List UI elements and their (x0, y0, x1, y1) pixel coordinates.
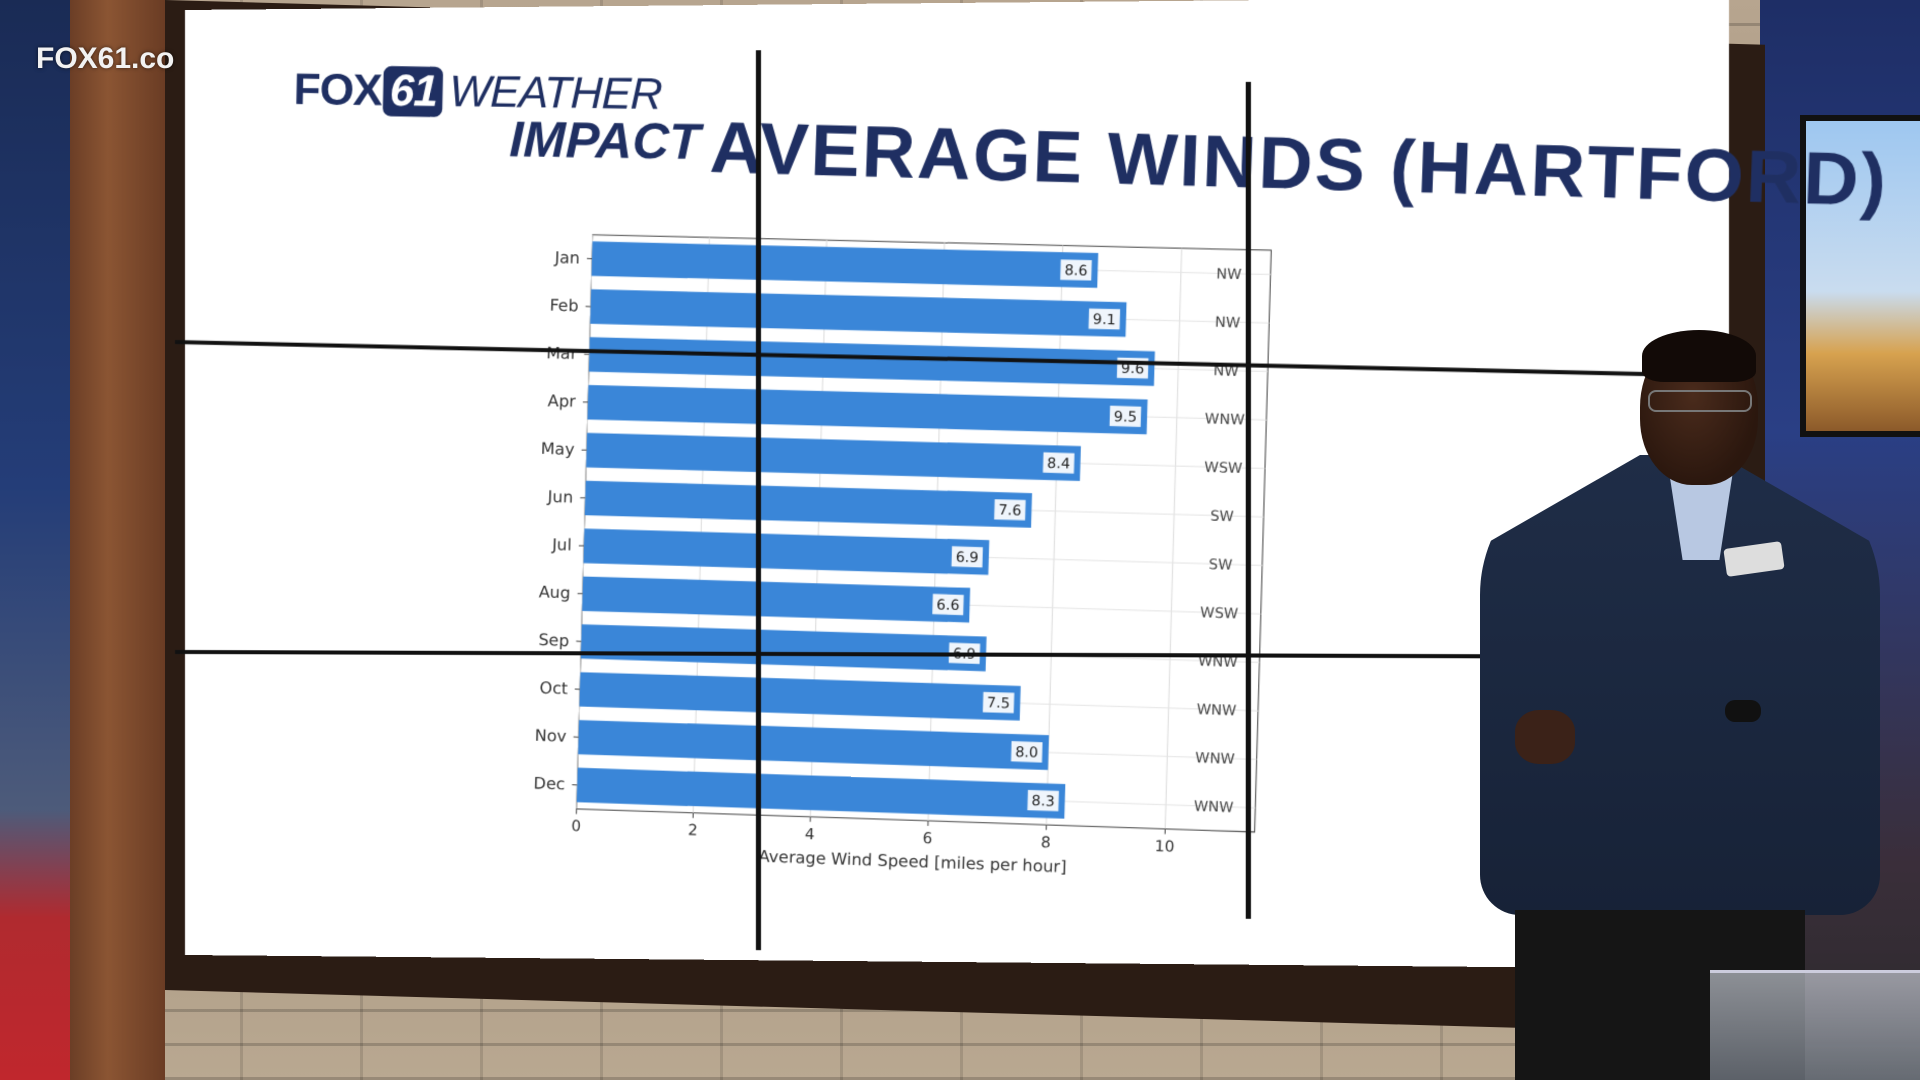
hand (1515, 710, 1575, 764)
data-label: 9.1 (1093, 312, 1116, 329)
data-label: 7.5 (987, 695, 1010, 712)
logo-fox-text: FOX (293, 65, 382, 116)
left-video-panel (0, 0, 70, 1080)
wind-direction-label: WNW (1195, 750, 1235, 768)
wind-chart: 8.6 NW Jan 9.1 NW Feb 9.6 NW Mar 9.5 WNW Apr 8.4 WSW M… (514, 223, 1355, 896)
y-tick-label: Nov (534, 726, 566, 746)
logo-impact-text: IMPACT (509, 110, 701, 171)
video-wall-seam (756, 50, 761, 950)
data-label: 9.5 (1114, 409, 1138, 426)
wind-direction-label: SW (1209, 557, 1233, 574)
y-tick-label: Sep (538, 630, 569, 650)
fox61-weather-impact-logo: FOX 61 WEATHER IMPACT (292, 65, 702, 171)
y-tick-label: Jan (554, 248, 581, 268)
left-wood-trim (70, 0, 165, 1080)
y-tick-label: Mar (546, 343, 578, 363)
y-tick-label: Dec (533, 773, 565, 793)
y-tick-label: Jul (551, 535, 572, 555)
wind-bar-chart: 8.6 NWJan9.1 NWFeb9.6 NWMar9.5 WNWApr8.4 WSWM… (514, 223, 1355, 896)
clicker-remote (1725, 700, 1761, 722)
y-tick-label: Apr (547, 391, 576, 411)
wind-direction-label: NW (1215, 315, 1241, 332)
y-tick-label: Aug (538, 582, 570, 602)
y-tick-label: May (541, 439, 575, 459)
logo-61-badge: 61 (383, 66, 443, 117)
wind-direction-label: WSW (1204, 460, 1243, 477)
data-label: 8.4 (1047, 455, 1071, 472)
meteorologist (1470, 320, 1890, 1080)
hair (1642, 330, 1756, 382)
x-axis-label: Average Wind Speed [miles per hour] (758, 846, 1066, 876)
channel-watermark: FOX61.co (36, 42, 174, 76)
graphic-title: AVERAGE WINDS (HARTFORD) (709, 106, 1890, 223)
glasses (1648, 390, 1752, 412)
data-label: 7.6 (998, 502, 1022, 519)
glass-desk (1710, 970, 1920, 1080)
y-tick-label: Oct (539, 678, 568, 698)
data-label: 6.6 (936, 597, 959, 614)
video-wall-seam (1246, 82, 1251, 919)
data-label: 6.9 (955, 549, 978, 566)
x-tick-label: 6 (922, 829, 932, 848)
data-label: 8.3 (1031, 793, 1054, 810)
x-tick-label: 10 (1155, 837, 1175, 856)
wind-direction-label: WSW (1200, 605, 1239, 622)
data-label: 8.6 (1064, 263, 1088, 280)
x-tick-label: 4 (805, 825, 815, 844)
x-tick-label: 8 (1041, 833, 1051, 852)
wind-direction-label: NW (1216, 266, 1242, 283)
y-tick-label: Jun (546, 487, 573, 507)
x-tick-label: 2 (688, 821, 698, 840)
wind-direction-label: SW (1210, 508, 1234, 525)
wind-direction-label: WNW (1205, 411, 1245, 428)
data-label: 8.0 (1015, 744, 1038, 761)
y-tick-label: Feb (549, 295, 578, 315)
x-tick-label: 0 (571, 817, 581, 835)
wind-direction-label: WNW (1196, 702, 1236, 720)
wind-direction-label: WNW (1194, 799, 1234, 817)
